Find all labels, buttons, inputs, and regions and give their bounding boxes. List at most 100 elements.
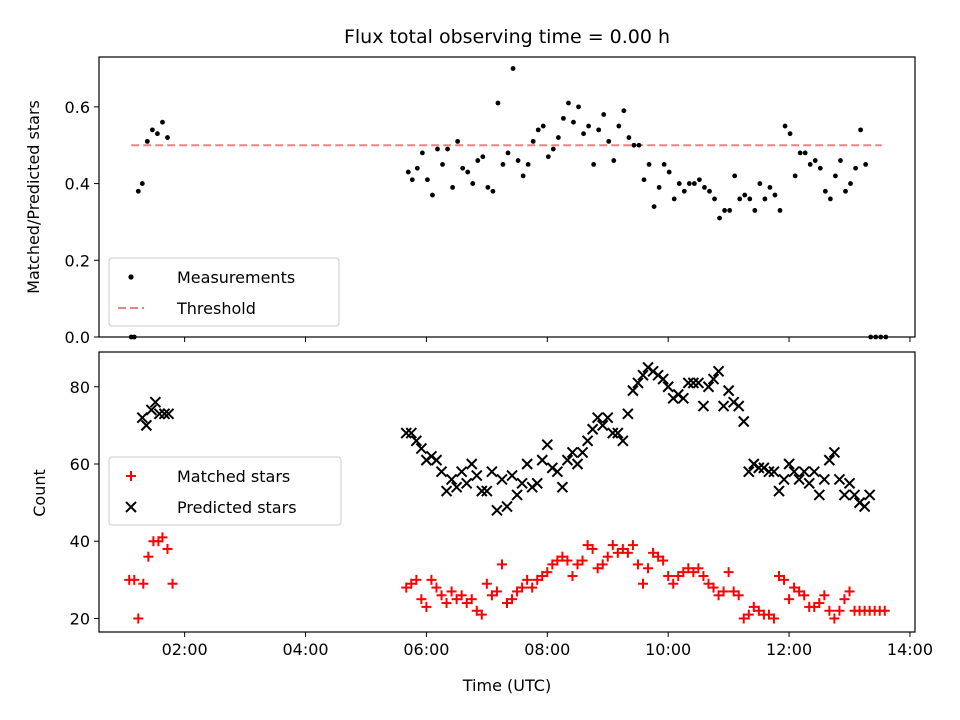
measurement-point — [843, 188, 848, 194]
predicted-star-point — [833, 473, 846, 486]
predicted-star-point — [697, 400, 710, 412]
matched-star-point — [542, 567, 553, 578]
matched-star-point — [446, 586, 457, 597]
measurement-point — [727, 208, 733, 213]
bottom-legend: Matched stars Predicted stars — [108, 456, 342, 526]
predicted-star-point — [405, 427, 418, 439]
legend-marker-predicted — [125, 501, 137, 513]
predicted-star-point — [516, 477, 528, 490]
matched-star-point — [426, 574, 437, 585]
predicted-star-point — [823, 454, 836, 466]
measurement-point — [165, 135, 170, 140]
predicted-star-point — [612, 427, 624, 439]
measurement-point — [641, 177, 647, 183]
legend-marker-matched — [126, 471, 136, 481]
matched-star-point — [678, 567, 689, 578]
matched-star-point — [708, 582, 719, 593]
predicted-star-point — [435, 466, 448, 478]
predicted-star-point — [617, 435, 629, 447]
matched-star-point — [774, 571, 784, 581]
predicted-star-point — [813, 489, 826, 501]
measurement-point — [425, 177, 430, 183]
predicted-star-point — [622, 408, 634, 420]
matched-star-point — [567, 571, 578, 581]
matched-star-point — [517, 582, 528, 593]
matched-star-point — [632, 559, 643, 570]
matched-star-point — [592, 563, 603, 574]
matched-star-point — [789, 582, 800, 593]
matched-star-point — [663, 571, 674, 581]
matched-star-point — [819, 590, 830, 601]
matched-star-point — [703, 578, 714, 589]
measurement-point — [752, 208, 758, 213]
measurement-point — [666, 169, 672, 175]
matched-star-point — [502, 598, 512, 609]
measurement-point — [747, 196, 753, 202]
predicted-star-point — [581, 435, 594, 447]
matched-star-point — [834, 605, 845, 616]
matched-star-point — [532, 574, 543, 585]
predicted-star-point — [793, 473, 805, 486]
predicted-star-point — [632, 377, 644, 389]
measurement-point — [596, 127, 602, 133]
matched-star-point — [143, 551, 154, 562]
x-axis-label: Time (UTC) — [462, 676, 551, 695]
matched-star-point — [522, 574, 533, 585]
measurement-point — [858, 127, 863, 133]
measurement-point — [510, 66, 516, 71]
predicted-star-point — [481, 485, 493, 497]
matched-star-point — [537, 571, 548, 581]
measurement-point — [561, 115, 566, 121]
predicted-star-point — [783, 458, 795, 470]
predicted-star-point — [732, 400, 745, 412]
measurement-point — [419, 150, 425, 156]
predicted-star-point — [521, 458, 533, 470]
measurement-point — [465, 169, 471, 175]
x-tick-label: 08:00 — [524, 640, 570, 659]
predicted-star-point — [637, 369, 649, 381]
measurement-point — [671, 196, 677, 202]
measurement-point — [155, 131, 160, 137]
measurement-point — [139, 181, 145, 186]
predicted-star-point — [692, 377, 705, 389]
measurement-point — [697, 177, 702, 183]
bottom-axes-frame — [98, 351, 916, 633]
matched-star-point — [138, 578, 149, 589]
measurement-point — [581, 131, 586, 137]
predicted-star-point — [778, 473, 790, 486]
measurement-point — [712, 196, 717, 202]
matched-star-point — [512, 586, 523, 597]
matched-star-point — [622, 547, 633, 558]
measurement-point — [853, 165, 858, 171]
x-tick-label: 04:00 — [282, 640, 328, 659]
predicted-star-point — [763, 466, 775, 478]
matched-star-point — [733, 590, 744, 601]
matched-star-point — [779, 574, 790, 585]
matched-star-point — [693, 563, 704, 574]
measurement-point — [812, 158, 818, 163]
predicted-star-point — [602, 411, 614, 424]
matched-star-point — [824, 605, 835, 616]
measurement-point — [762, 196, 768, 202]
predicted-star-point — [818, 473, 831, 486]
matched-star-point — [441, 598, 452, 609]
predicted-star-point — [717, 400, 730, 412]
matched-star-point — [436, 590, 447, 601]
matched-star-point — [653, 551, 664, 562]
predicted-star-point — [536, 454, 548, 466]
measurement-point — [160, 119, 165, 125]
matched-star-point — [738, 613, 749, 624]
predicted-star-point — [773, 485, 785, 497]
top-legend-box — [108, 257, 340, 327]
measurement-point — [485, 185, 491, 190]
measurement-point — [817, 165, 823, 171]
predicted-star-point — [541, 438, 554, 451]
matched-star-point — [643, 563, 654, 574]
measurement-point — [626, 135, 632, 140]
top-y-tick-label: 0.2 — [65, 251, 90, 270]
predicted-star-point — [838, 489, 851, 501]
measurement-point — [591, 161, 597, 167]
matched-star-point — [466, 594, 477, 605]
measurement-point — [525, 161, 531, 167]
